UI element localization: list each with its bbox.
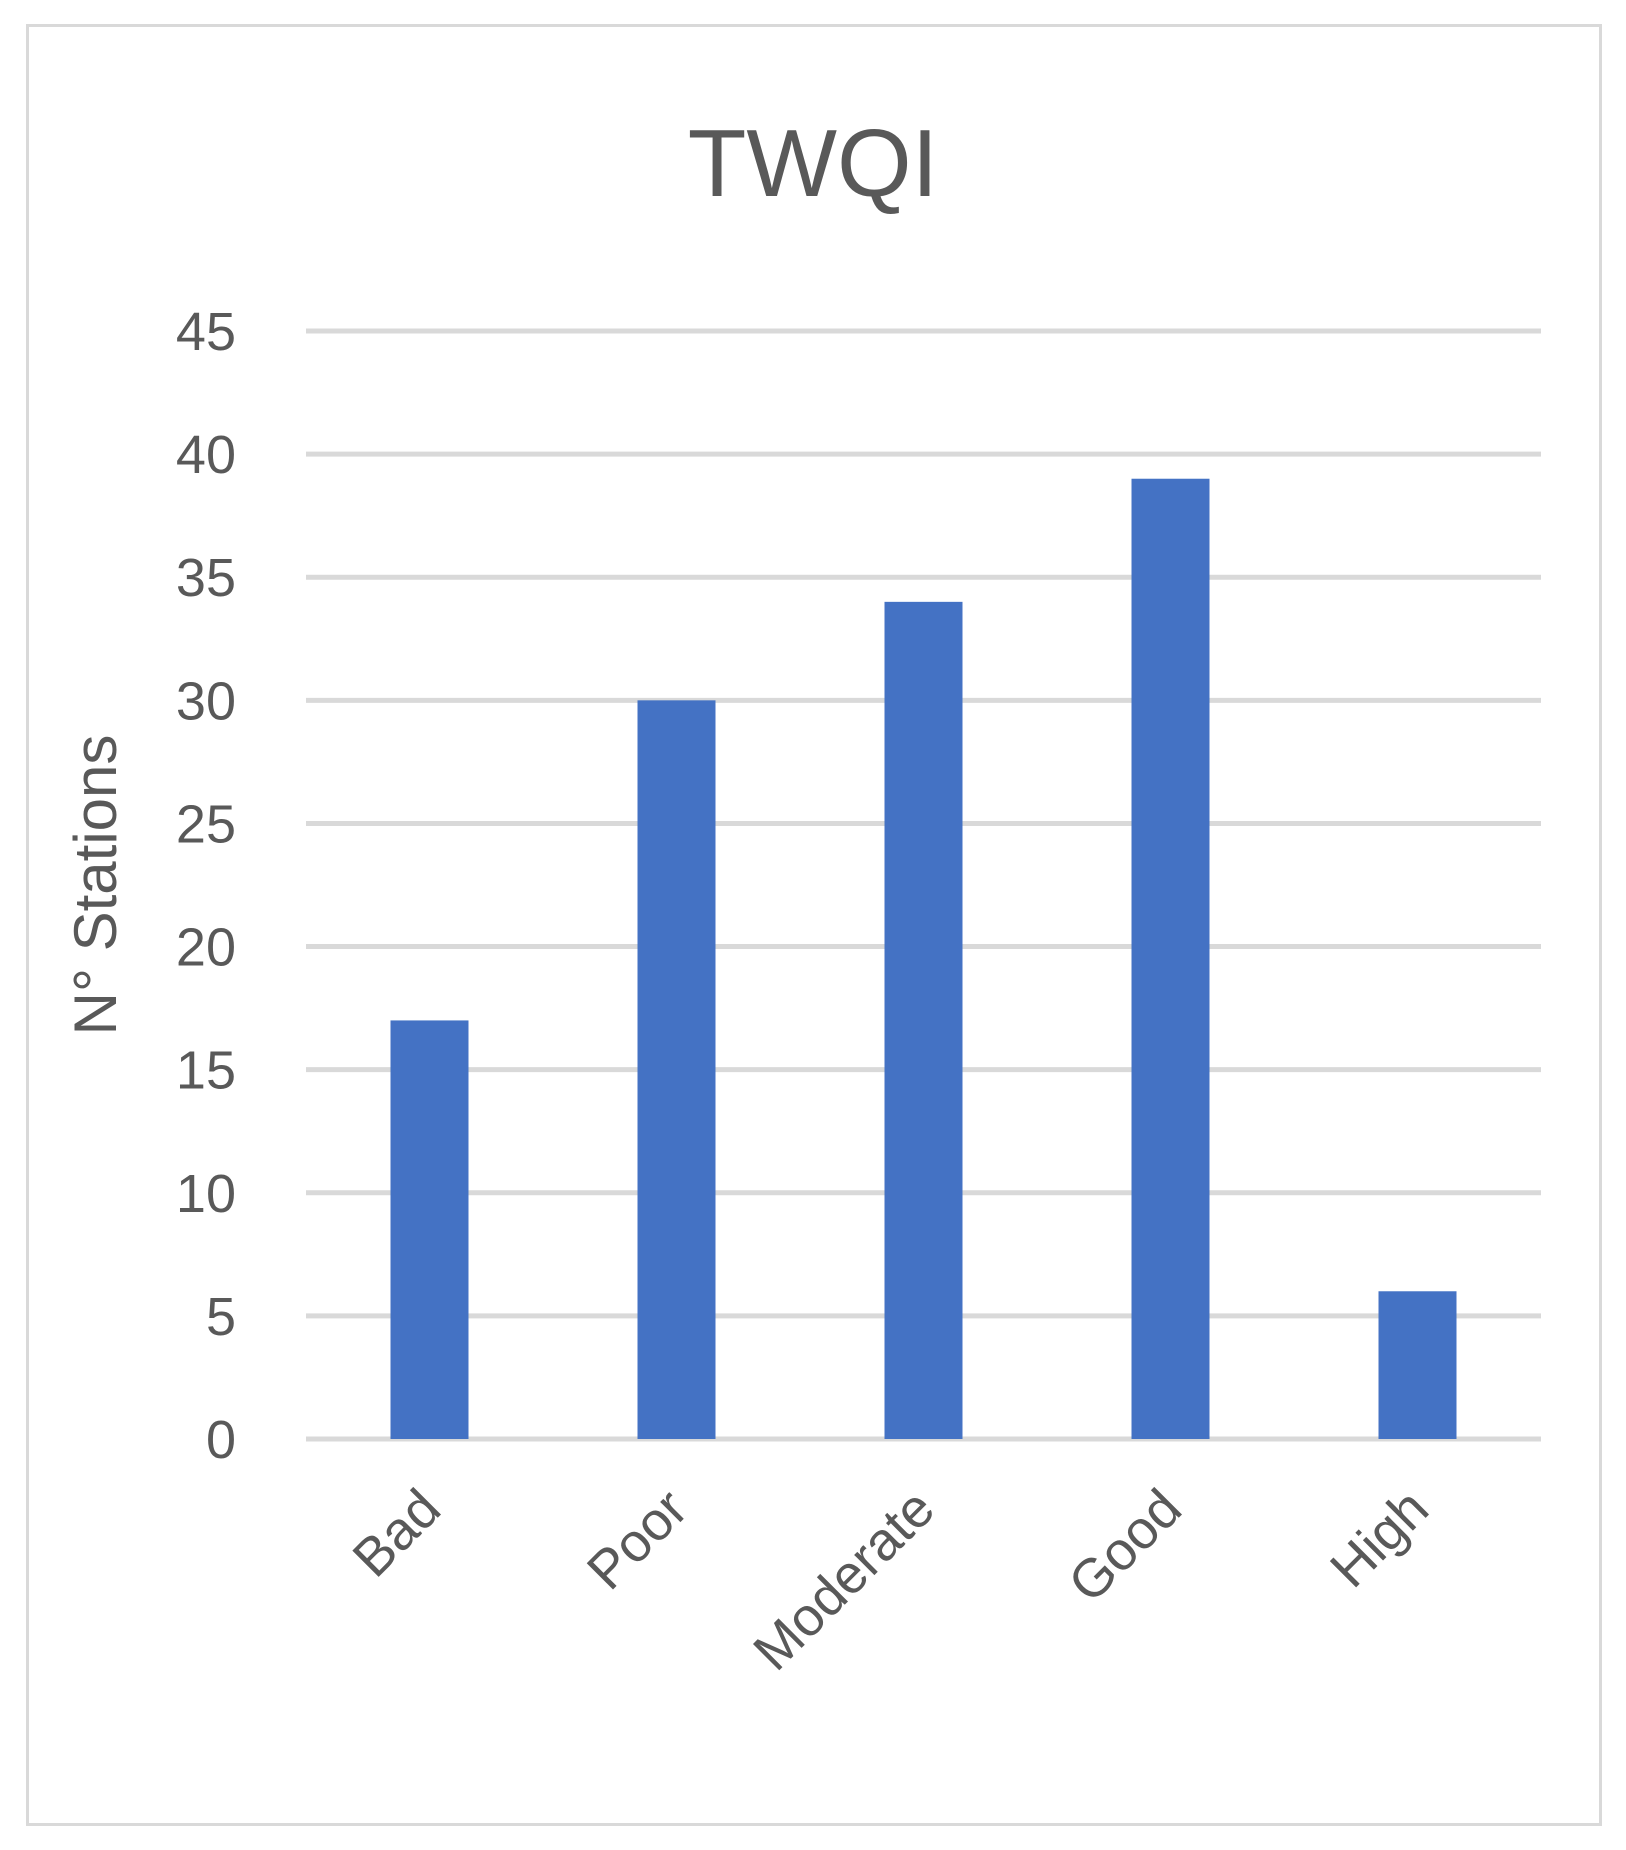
x-category-label: Good <box>1057 1478 1193 1614</box>
gridlines <box>306 328 1541 1442</box>
chart-frame <box>26 24 1602 1826</box>
y-tick-label: 35 <box>176 548 236 608</box>
y-axis-label: N° Stations <box>62 735 129 1036</box>
x-category-label: Moderate <box>742 1478 946 1682</box>
y-tick-label: 10 <box>176 1164 236 1224</box>
bar-good <box>1131 478 1210 1439</box>
x-axis-categories: Bad Poor Moderate Good High <box>342 1478 1440 1682</box>
bar-bad <box>390 1020 469 1439</box>
x-category-label: High <box>1319 1478 1440 1599</box>
x-category-label: Bad <box>342 1478 452 1588</box>
bars <box>390 478 1457 1439</box>
x-category-label: Poor <box>576 1478 699 1601</box>
y-tick-label: 45 <box>176 302 236 362</box>
bar-poor <box>637 700 716 1439</box>
chart-title: TWQI <box>688 110 939 217</box>
y-tick-label: 40 <box>176 425 236 485</box>
y-tick-label: 5 <box>206 1287 236 1347</box>
y-tick-label: 25 <box>176 794 236 854</box>
y-tick-label: 30 <box>176 671 236 731</box>
bar-high <box>1378 1291 1457 1439</box>
y-tick-label: 0 <box>206 1410 236 1470</box>
y-tick-label: 20 <box>176 918 236 978</box>
y-tick-label: 15 <box>176 1041 236 1101</box>
bar-moderate <box>884 601 963 1439</box>
y-axis-ticks: 0 5 10 15 20 25 30 35 40 45 <box>176 302 236 1470</box>
